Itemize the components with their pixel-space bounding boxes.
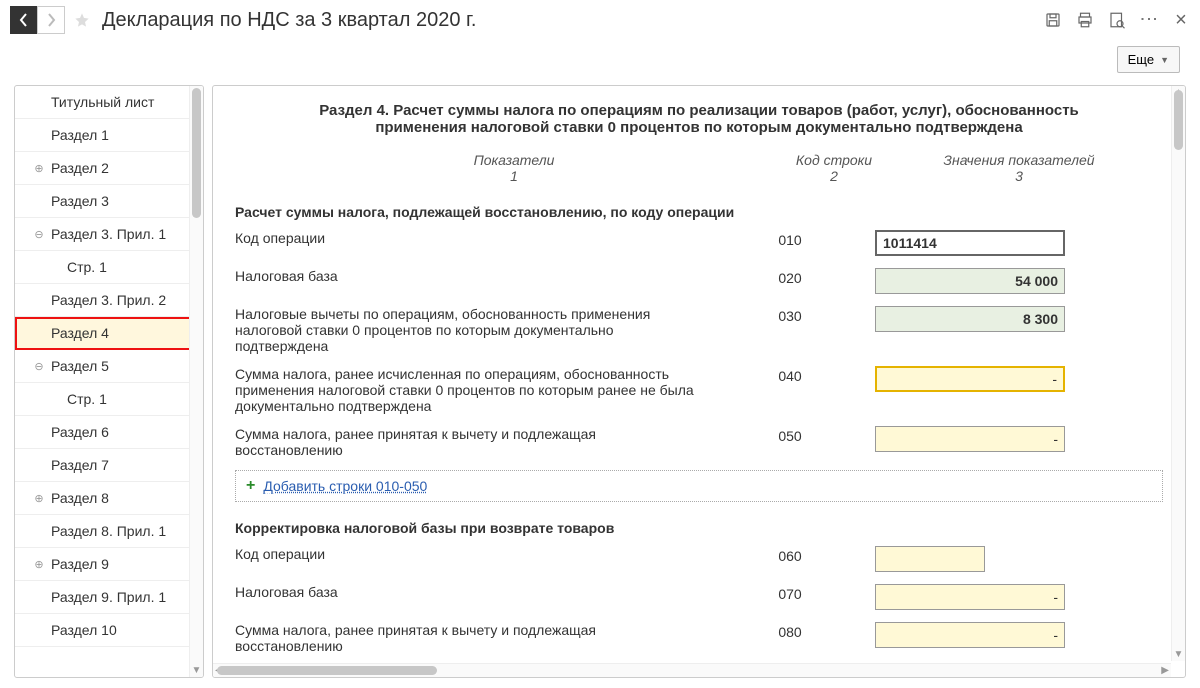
value-field[interactable]: 8 300: [875, 306, 1065, 332]
row-label: Код операции: [235, 230, 705, 246]
sidebar-item[interactable]: ⊕Раздел 8: [15, 482, 203, 515]
add-rows-link[interactable]: + Добавить строки 010-050: [235, 470, 1163, 502]
window-title: Декларация по НДС за 3 квартал 2020 г.: [102, 9, 476, 32]
form-row: Код операции 060: [235, 546, 1163, 572]
expand-icon[interactable]: ⊕: [27, 162, 51, 175]
sidebar-item[interactable]: Раздел 6: [15, 416, 203, 449]
value-field[interactable]: -: [875, 584, 1065, 610]
more-menu-icon[interactable]: ⋮: [1140, 11, 1158, 29]
nav-forward-button[interactable]: [37, 6, 65, 34]
favorite-icon[interactable]: [68, 6, 96, 34]
close-icon[interactable]: ×: [1172, 11, 1190, 29]
sidebar-item-label: Раздел 8: [51, 490, 109, 506]
sidebar-item-label: Раздел 9: [51, 556, 109, 572]
preview-icon[interactable]: [1108, 11, 1126, 29]
sidebar-item-label: Раздел 2: [51, 160, 109, 176]
plus-icon: +: [246, 477, 255, 495]
sidebar-item[interactable]: ⊖Раздел 5: [15, 350, 203, 383]
form-row: Сумма налога, ранее принятая к вычету и …: [235, 622, 1163, 654]
content: Раздел 4. Расчет суммы налога по операци…: [212, 85, 1186, 678]
sidebar-item[interactable]: ⊕Раздел 2: [15, 152, 203, 185]
form-row: Налоговая база 070 -: [235, 584, 1163, 610]
row-label: Сумма налога, ранее принятая к вычету и …: [235, 622, 705, 654]
sidebar-item[interactable]: Стр. 1: [15, 383, 203, 416]
sidebar-item-label: Раздел 8. Прил. 1: [51, 523, 166, 539]
value-field[interactable]: [875, 546, 985, 572]
row-label: Код операции: [235, 546, 705, 562]
sidebar-item[interactable]: Раздел 4: [15, 317, 203, 350]
sidebar-item[interactable]: Раздел 3: [15, 185, 203, 218]
row-code: 080: [735, 622, 845, 640]
row-label: Налоговая база: [235, 268, 705, 284]
value-field[interactable]: -: [875, 622, 1065, 648]
row-code: 070: [735, 584, 845, 602]
chevron-down-icon: ▼: [1160, 55, 1169, 65]
content-scrollbar-horizontal[interactable]: ◀▶: [213, 663, 1171, 677]
more-button[interactable]: Еще ▼: [1117, 46, 1180, 73]
sidebar-item-label: Раздел 4: [51, 325, 109, 341]
sidebar-item[interactable]: Раздел 7: [15, 449, 203, 482]
sidebar-item-label: Раздел 7: [51, 457, 109, 473]
group2-heading: Корректировка налоговой базы при возврат…: [235, 520, 1163, 536]
print-icon[interactable]: [1076, 11, 1094, 29]
sidebar-item[interactable]: ⊕Раздел 9: [15, 548, 203, 581]
value-field[interactable]: 54 000: [875, 268, 1065, 294]
expand-icon[interactable]: ⊕: [27, 492, 51, 505]
sidebar-item-label: Раздел 5: [51, 358, 109, 374]
value-field[interactable]: -: [875, 366, 1065, 392]
row-label: Налоговая база: [235, 584, 705, 600]
section-title: Раздел 4. Расчет суммы налога по операци…: [299, 102, 1099, 136]
column-headers: Показатели1 Код строки2 Значения показат…: [279, 152, 1119, 184]
row-code: 040: [735, 366, 845, 384]
value-field[interactable]: -: [875, 426, 1065, 452]
row-code: 060: [735, 546, 845, 564]
form-row: Налоговые вычеты по операциям, обоснован…: [235, 306, 1163, 354]
expand-icon[interactable]: ⊕: [27, 558, 51, 571]
save-icon[interactable]: [1044, 11, 1062, 29]
value-field[interactable]: 1011414: [875, 230, 1065, 256]
sidebar-item-label: Раздел 10: [51, 622, 117, 638]
sidebar-item-label: Стр. 1: [67, 259, 107, 275]
sidebar-item-label: Раздел 6: [51, 424, 109, 440]
content-scrollbar-vertical[interactable]: ▲▼: [1171, 86, 1185, 661]
group1-heading: Расчет суммы налога, подлежащей восстано…: [235, 204, 1163, 220]
sidebar-item-label: Раздел 3. Прил. 1: [51, 226, 166, 242]
sidebar-item[interactable]: Титульный лист: [15, 86, 203, 119]
sidebar-item-label: Раздел 3: [51, 193, 109, 209]
row-label: Налоговые вычеты по операциям, обоснован…: [235, 306, 705, 354]
form-row: Сумма налога, ранее принятая к вычету и …: [235, 426, 1163, 458]
sidebar-item[interactable]: Раздел 10: [15, 614, 203, 647]
row-label: Сумма налога, ранее исчисленная по опера…: [235, 366, 705, 414]
sidebar-item[interactable]: Раздел 8. Прил. 1: [15, 515, 203, 548]
more-button-label: Еще: [1128, 52, 1154, 67]
sidebar: Титульный листРаздел 1⊕Раздел 2Раздел 3⊖…: [14, 85, 204, 678]
row-code: 030: [735, 306, 845, 324]
sidebar-item-label: Раздел 1: [51, 127, 109, 143]
form-row: Код операции 010 1011414: [235, 230, 1163, 256]
sidebar-item[interactable]: Стр. 1: [15, 251, 203, 284]
row-label: Сумма налога, ранее принятая к вычету и …: [235, 426, 705, 458]
sidebar-item[interactable]: Раздел 9. Прил. 1: [15, 581, 203, 614]
sidebar-scrollbar[interactable]: ▲▼: [189, 86, 203, 677]
nav-back-button[interactable]: [10, 6, 38, 34]
sidebar-item[interactable]: Раздел 1: [15, 119, 203, 152]
row-code: 010: [735, 230, 845, 248]
expand-icon[interactable]: ⊖: [27, 360, 51, 373]
sidebar-item[interactable]: Раздел 3. Прил. 2: [15, 284, 203, 317]
titlebar: Декларация по НДС за 3 квартал 2020 г. ⋮…: [0, 0, 1200, 40]
form-row: Налоговая база 020 54 000: [235, 268, 1163, 294]
sidebar-item-label: Раздел 3. Прил. 2: [51, 292, 166, 308]
sidebar-item-label: Раздел 9. Прил. 1: [51, 589, 166, 605]
expand-icon[interactable]: ⊖: [27, 228, 51, 241]
sidebar-item-label: Стр. 1: [67, 391, 107, 407]
row-code: 050: [735, 426, 845, 444]
form-row: Сумма налога, ранее исчисленная по опера…: [235, 366, 1163, 414]
sidebar-item[interactable]: ⊖Раздел 3. Прил. 1: [15, 218, 203, 251]
row-code: 020: [735, 268, 845, 286]
sidebar-item-label: Титульный лист: [51, 94, 154, 110]
